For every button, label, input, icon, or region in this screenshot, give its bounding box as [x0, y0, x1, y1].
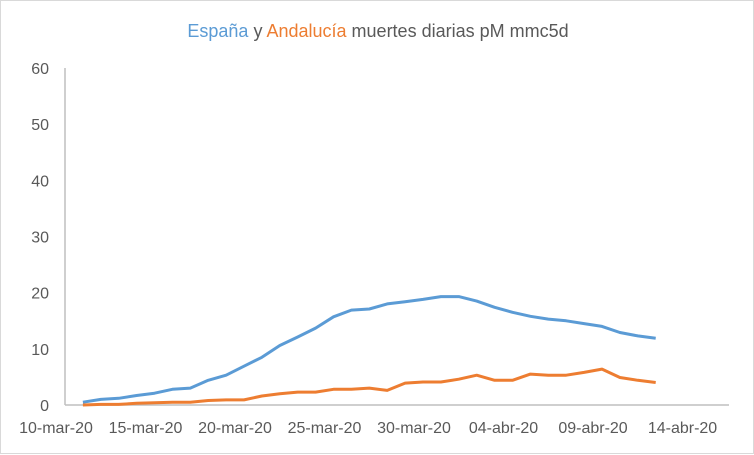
series-line-espana [83, 297, 656, 403]
y-tick-label: 60 [31, 61, 49, 78]
y-tick-label: 40 [31, 173, 49, 190]
y-tick-label: 0 [40, 398, 49, 415]
x-tick-label: 30-mar-20 [377, 420, 451, 437]
x-tick-label: 20-mar-20 [198, 420, 272, 437]
x-tick-label: 09-abr-20 [558, 420, 627, 437]
y-tick-label: 10 [31, 342, 49, 359]
x-tick-label: 10-mar-20 [19, 420, 93, 437]
y-tick-label: 50 [31, 117, 49, 134]
y-tick-label: 20 [31, 286, 49, 303]
x-tick-label: 15-mar-20 [109, 420, 183, 437]
x-tick-label: 25-mar-20 [288, 420, 362, 437]
series-line-andalucia [83, 369, 656, 405]
x-tick-label: 14-abr-20 [648, 420, 717, 437]
y-tick-label: 30 [31, 230, 49, 247]
x-tick-label: 04-abr-20 [469, 420, 538, 437]
